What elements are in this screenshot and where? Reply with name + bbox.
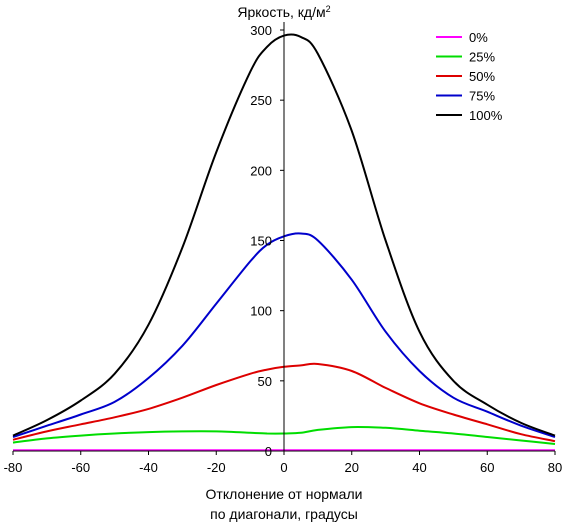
y-tick-label: 200 <box>250 163 272 178</box>
y-axis-title-superscript: 2 <box>326 4 331 14</box>
legend-label: 75% <box>469 89 495 104</box>
y-tick-label: 150 <box>250 234 272 249</box>
x-tick-label: 60 <box>480 460 494 475</box>
x-tick-label: -20 <box>207 460 226 475</box>
x-axis-title-line1: Отклонение от нормали <box>206 486 363 502</box>
x-tick-label: 20 <box>345 460 359 475</box>
legend-label: 50% <box>469 69 495 84</box>
y-tick-label: 0 <box>265 444 272 459</box>
x-tick-label: -80 <box>4 460 23 475</box>
y-tick-label: 100 <box>250 304 272 319</box>
x-tick-label: 40 <box>412 460 426 475</box>
y-axis-title-main: Яркость, кд/м <box>237 4 325 20</box>
x-ticks: -80 -60 -40 -20 0 20 40 60 80 <box>4 451 562 475</box>
legend-label: 100% <box>469 108 503 123</box>
y-axis-title: Яркость, кд/м2 <box>237 4 330 20</box>
y-tick-label: 250 <box>250 93 272 108</box>
x-tick-label: -60 <box>71 460 90 475</box>
x-axis-title-line2: по диагонали, градусы <box>210 506 358 522</box>
x-tick-label: -40 <box>139 460 158 475</box>
x-tick-label: 80 <box>548 460 562 475</box>
y-tick-label: 300 <box>250 23 272 38</box>
legend: 0% 25% 50% 75% 100% <box>436 30 503 123</box>
x-tick-label: 0 <box>280 460 287 475</box>
y-tick-label: 50 <box>258 374 272 389</box>
legend-label: 25% <box>469 50 495 65</box>
y-ticks: 0 50 100 150 200 250 300 <box>250 23 284 459</box>
legend-label: 0% <box>469 30 488 45</box>
